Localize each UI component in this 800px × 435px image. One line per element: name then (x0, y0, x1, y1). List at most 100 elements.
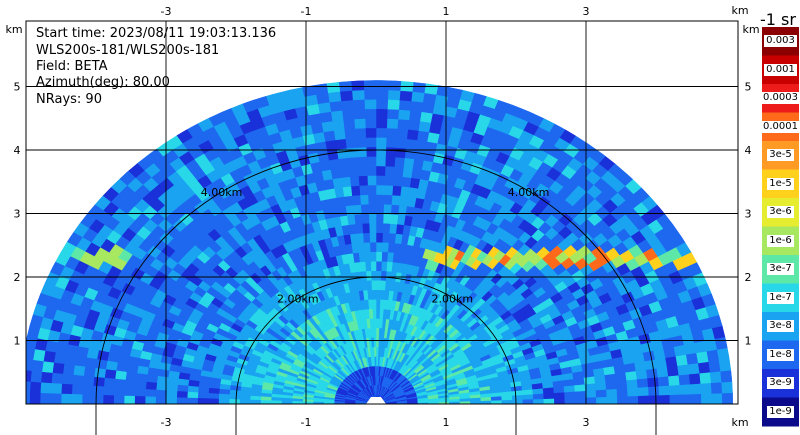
data-cell (680, 393, 692, 404)
colorbar-label-text: 0.003 (764, 35, 797, 48)
colorbar-label: 0.003 (762, 33, 799, 49)
data-cell (375, 270, 382, 281)
data-cell (361, 213, 370, 224)
data-cell (93, 367, 106, 379)
x-unit-label-bottom: km (731, 416, 748, 429)
y-tick-label-left: 5 (14, 81, 21, 94)
data-cell (380, 260, 388, 272)
data-cell (375, 289, 381, 300)
data-cell (399, 185, 410, 197)
data-cell (337, 157, 349, 169)
data-cell (409, 177, 421, 189)
y-tick-label-left: 1 (14, 335, 21, 348)
data-cell (365, 146, 377, 157)
data-cell (403, 157, 415, 169)
colorbar-label: 0.0003 (761, 90, 800, 106)
data-cell (394, 147, 406, 159)
y-tick-label-left: 2 (14, 271, 21, 284)
data-cell (207, 398, 219, 404)
data-cell (617, 395, 629, 404)
colorbar (762, 27, 799, 427)
data-cell (382, 222, 391, 234)
data-cell (375, 203, 385, 214)
data-cell (395, 137, 408, 149)
y-unit-label-right: km (742, 23, 759, 36)
data-cell (575, 397, 587, 404)
data-cell (359, 194, 369, 205)
data-cell (375, 127, 387, 138)
data-cell (104, 369, 117, 380)
data-cell (396, 118, 410, 130)
data-cell (51, 362, 65, 375)
data-cell (616, 387, 629, 397)
data-cell (501, 399, 513, 404)
data-cell (125, 371, 138, 382)
data-cell (387, 89, 401, 101)
data-cell (320, 120, 334, 133)
x-tick-label-top: 1 (443, 5, 450, 18)
colorbar-title: -1 sr (760, 10, 796, 29)
data-cell (370, 260, 377, 272)
data-cell (60, 393, 72, 404)
data-cell (689, 383, 702, 395)
data-cell (375, 327, 380, 338)
y-tick-label-right: 5 (745, 81, 752, 94)
y-tick-label-left: 4 (14, 144, 21, 157)
data-cell (410, 167, 422, 180)
data-cell (29, 392, 41, 404)
data-cell (281, 400, 293, 404)
data-cell (637, 386, 650, 396)
data-cell (367, 184, 377, 195)
data-cell (375, 108, 388, 119)
data-cell (678, 373, 691, 386)
data-cell (398, 195, 409, 207)
data-cell (355, 146, 367, 158)
x-tick-label-top: -3 (161, 5, 172, 18)
data-cell (700, 382, 713, 395)
data-cell (94, 358, 108, 370)
data-cell (375, 194, 385, 205)
data-cell (382, 213, 391, 224)
data-cell (83, 366, 96, 378)
data-cell (339, 90, 353, 102)
data-cell (92, 385, 104, 396)
data-cell (708, 359, 721, 373)
colorbar-label-text: 1e-7 (767, 291, 794, 304)
data-cell (626, 378, 639, 389)
data-cell (699, 371, 712, 384)
colorbar-label-text: 3e-5 (767, 149, 794, 162)
range-ring-label: 2.00km (431, 292, 473, 305)
data-cell (385, 127, 398, 139)
data-cell (363, 98, 377, 110)
colorbar-label-text: 1e-8 (767, 348, 794, 361)
x-unit-label-top: km (731, 4, 748, 17)
data-cell (291, 401, 303, 404)
y-tick-label-right: 2 (745, 271, 752, 284)
data-cell (197, 386, 210, 394)
data-cell (340, 99, 354, 111)
data-cell (74, 355, 87, 368)
colorbar-label-text: 0.0003 (761, 92, 800, 105)
data-cell (409, 100, 424, 112)
data-cell (533, 398, 545, 404)
data-cell (82, 375, 95, 387)
colorbar-label: 3e-8 (762, 318, 799, 334)
data-cell (398, 99, 412, 111)
data-cell (358, 184, 369, 196)
data-cell (585, 389, 597, 398)
data-cell (134, 396, 146, 404)
data-cell (687, 362, 701, 375)
colorbar-label-text: 1e-9 (767, 405, 794, 418)
colorbar-label: 1e-8 (762, 347, 799, 363)
data-cell (383, 184, 394, 196)
data-cell (366, 156, 377, 167)
x-tick-label-bottom: -1 (301, 416, 312, 429)
data-cell (369, 241, 377, 252)
range-ring-label: 4.00km (201, 186, 243, 199)
data-cell (84, 357, 98, 369)
data-cell (197, 392, 209, 399)
data-cell (412, 158, 424, 170)
colorbar-label: 3e-9 (762, 375, 799, 391)
data-cell (113, 395, 125, 404)
data-cell (574, 390, 587, 398)
